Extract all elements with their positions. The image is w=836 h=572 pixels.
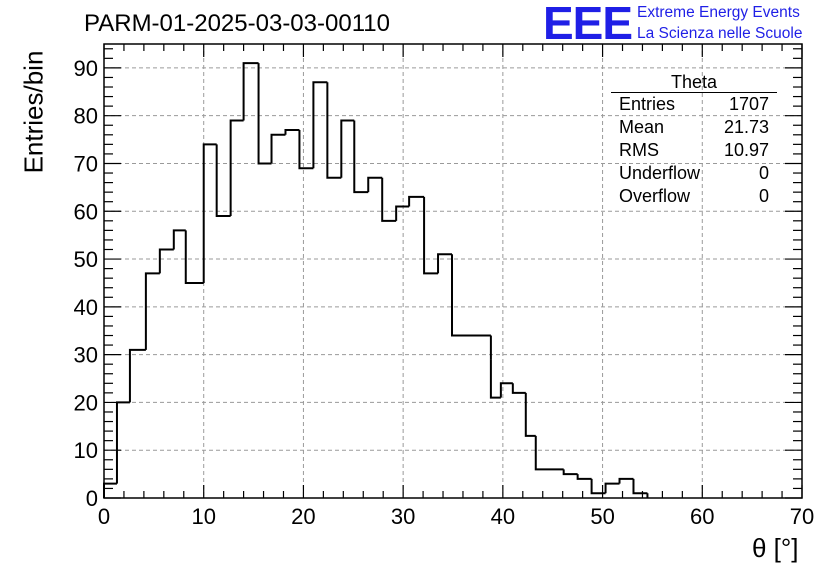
stats-label: RMS [619, 140, 659, 160]
histogram-bin [144, 272, 160, 350]
stats-value: 1707 [728, 94, 769, 114]
y-tick-label: 30 [74, 343, 98, 368]
y-tick-label: 10 [74, 438, 98, 463]
stats-value: 0 [758, 186, 769, 206]
chart-title: PARM-01-2025-03-03-00110 [84, 10, 390, 37]
stats-value: 21.73 [723, 117, 769, 137]
y-tick-label: 70 [74, 151, 98, 176]
histogram-bin [128, 348, 146, 403]
axis-ticks [103, 44, 803, 499]
histogram-bin [353, 120, 369, 194]
stats-row-rms: RMS 10.97 [611, 139, 777, 162]
histogram-bin [202, 143, 217, 283]
histogram-bin [284, 129, 300, 135]
x-tick-label: 10 [191, 504, 215, 529]
histogram-bin [158, 248, 174, 274]
histogram-bin [408, 195, 425, 207]
histogram-bin [115, 401, 130, 484]
histogram-bin [632, 478, 648, 495]
y-axis-label: Entries/bin [18, 50, 49, 174]
y-tick-label: 60 [74, 199, 98, 224]
histogram-bin [451, 254, 491, 337]
y-tick-label: 20 [74, 390, 98, 415]
histogram-bin [524, 392, 536, 437]
plot-frame [103, 43, 803, 499]
stats-label: Underflow [619, 163, 701, 183]
grid-lines [104, 44, 802, 498]
histogram-bin [340, 119, 355, 178]
y-tick-label: 90 [74, 56, 98, 81]
histogram-bin [312, 81, 328, 169]
stats-row-mean: Mean 21.73 [611, 116, 777, 139]
x-axis-label: θ [°] [752, 533, 799, 563]
tick-labels: 0 10 20 30 40 50 60 70 0 10 20 30 40 50 60 70 80 90 [74, 56, 815, 529]
histogram-bin [590, 478, 606, 495]
stats-row-underflow: Underflow 0 [611, 162, 777, 185]
histogram-bin [381, 177, 397, 222]
stats-box: Theta Entries 1707 Mean 21.73 RMS 10.97 … [611, 73, 777, 208]
histogram-bin [576, 474, 592, 480]
y-tick-label: 50 [74, 247, 98, 272]
histogram-bin [423, 196, 439, 275]
histogram-bin [562, 469, 578, 476]
histogram-bin [242, 62, 259, 121]
eee-logo: EEE [543, 0, 633, 49]
histogram-bin [604, 482, 620, 494]
x-tick-label: 50 [590, 504, 614, 529]
stats-value: 10.97 [723, 140, 769, 160]
x-tick-label: 60 [690, 504, 714, 529]
x-tick-label: 30 [391, 504, 415, 529]
stats-value: 0 [758, 163, 769, 183]
histogram-series [103, 62, 649, 498]
stats-label: Overflow [619, 186, 691, 206]
histogram-bin [298, 130, 314, 170]
histogram-bin [229, 119, 244, 217]
stats-label: Mean [619, 117, 665, 137]
y-tick-label: 0 [86, 486, 98, 511]
histogram-bin [172, 229, 186, 250]
histogram-bin [215, 144, 231, 218]
histogram-bin [499, 382, 513, 398]
histogram-bin [184, 230, 204, 284]
histogram-bin [534, 435, 564, 471]
histogram-bin [103, 482, 117, 498]
stats-label: Entries [619, 94, 676, 114]
histogram-bin [257, 63, 272, 165]
histogram-bin [489, 359, 501, 399]
stats-row-entries: Entries 1707 [611, 93, 777, 116]
y-tick-label: 40 [74, 295, 98, 320]
y-tick-label: 80 [74, 104, 98, 129]
x-tick-label: 20 [291, 504, 315, 529]
histogram-bin [511, 383, 526, 394]
histogram-bin [437, 253, 453, 274]
x-tick-label: 70 [790, 504, 814, 529]
histogram-bin [367, 176, 383, 193]
x-tick-label: 40 [491, 504, 515, 529]
stats-row-overflow: Overflow 0 [611, 185, 777, 208]
histogram-bin [326, 82, 342, 179]
x-tick-label: 0 [98, 504, 110, 529]
histogram-bin [395, 205, 410, 221]
logo-tagline-2: La Scienza nelle Scuole [637, 25, 803, 42]
histogram-bin [618, 477, 634, 484]
histogram-bin [270, 133, 286, 164]
stats-title: Theta [611, 73, 777, 93]
logo-tagline-1: Extreme Energy Events [637, 4, 800, 21]
